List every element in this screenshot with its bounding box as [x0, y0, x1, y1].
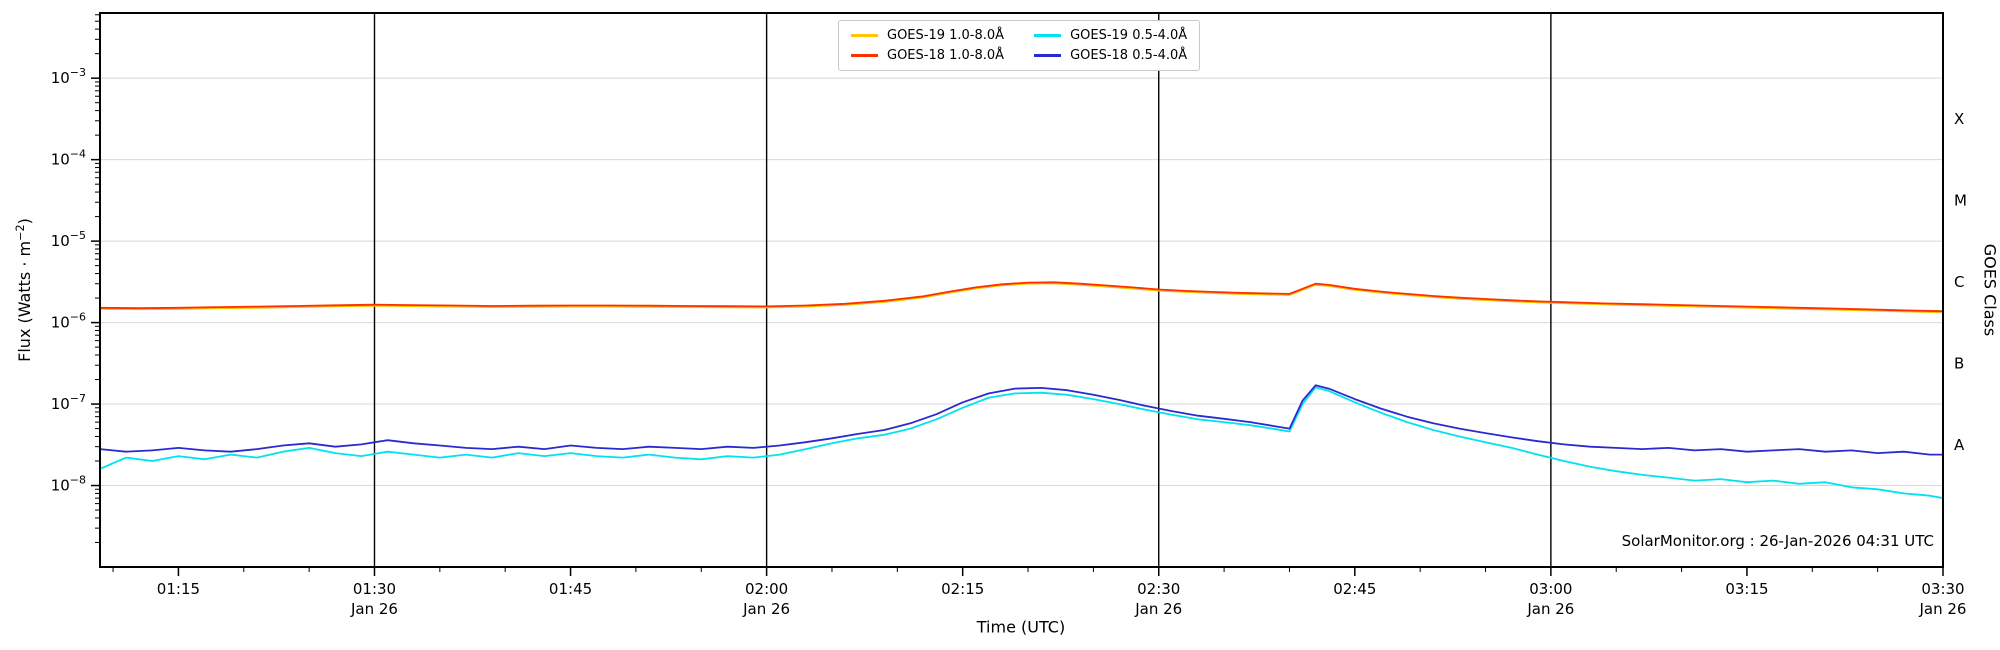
legend-swatch-goes19-long [851, 34, 878, 37]
goes-class-letter-b: B [1954, 354, 1964, 372]
legend: GOES-19 1.0-8.0Å GOES-19 0.5-4.0Å GOES-1… [838, 20, 1201, 71]
y-tick-label: 10−4 [51, 148, 86, 169]
x-tick-label: 01:15 [157, 580, 200, 598]
x-tick-sublabel: Jan 26 [1919, 600, 1967, 618]
y-tick-label: 10−8 [51, 474, 86, 495]
legend-swatch-goes19-short [1034, 34, 1062, 37]
gridlines [100, 77, 1943, 487]
legend-item-goes18-short: GOES-18 0.5-4.0Å [1034, 48, 1187, 63]
goes-class-letter-a: A [1954, 436, 1965, 454]
y-tick-label: 10−3 [51, 66, 86, 87]
y-tick-label: 10−7 [51, 392, 86, 413]
legend-label-goes18-long: GOES-18 1.0-8.0Å [887, 48, 1005, 63]
legend-label-goes19-long: GOES-19 1.0-8.0Å [887, 28, 1005, 43]
goes-class-letter-m: M [1954, 191, 1967, 209]
x-tick-label: 03:15 [1725, 580, 1768, 598]
y-axis-ticks: 10−3 10−4 10−5 10−6 10−7 10−8 [51, 14, 100, 543]
x-tick-label: 01:30 [353, 580, 396, 598]
y-tick-label: 10−6 [51, 311, 86, 332]
legend-label-goes19-short: GOES-19 0.5-4.0Å [1070, 28, 1188, 43]
plot-border [99, 12, 1944, 568]
x-tick-sublabel: Jan 26 [1526, 600, 1574, 618]
x-tick-label: 02:00 [745, 580, 788, 598]
legend-item-goes19-short: GOES-19 0.5-4.0Å [1034, 28, 1187, 43]
x-tick-sublabel: Jan 26 [1134, 600, 1182, 618]
series-lines [100, 281, 1943, 500]
goes-class-letter-c: C [1954, 273, 1964, 291]
x-tick-label: 02:15 [941, 580, 984, 598]
series-line-goes-19-0-5-4-0- [100, 386, 1943, 500]
x-tick-label: 03:00 [1529, 580, 1572, 598]
x-axis-ticks: 01:15 01:30 Jan 26 01:45 02:00 Jan 26 02:15 02:… [112, 567, 1967, 618]
series-line-goes-18-0-5-4-0- [100, 384, 1943, 456]
legend-swatch-goes18-long [851, 54, 878, 57]
goes-class-letter-x: X [1954, 110, 1964, 128]
x-tick-sublabel: Jan 26 [742, 600, 790, 618]
right-axis-label: GOES Class [1980, 243, 2000, 337]
legend-swatch-goes18-short [1034, 54, 1062, 57]
watermark-text: SolarMonitor.org : 26-Jan-2026 04:31 UTC [1621, 532, 1934, 550]
x-tick-label: 03:30 [1921, 580, 1964, 598]
x-tick-label: 02:45 [1333, 580, 1376, 598]
y-axis-label: Flux (Watts · m−2) [13, 218, 35, 362]
legend-item-goes18-long: GOES-18 1.0-8.0Å [851, 48, 1004, 63]
series-line-goes-19-1-0-8-0- [100, 282, 1943, 314]
goes-class-letters: X M C B A [1954, 110, 1967, 454]
x-tick-sublabel: Jan 26 [350, 600, 398, 618]
series-line-goes-18-1-0-8-0- [100, 281, 1943, 313]
y-tick-label: 10−5 [51, 229, 86, 250]
x-tick-label: 01:45 [549, 580, 592, 598]
x-axis-label: Time (UTC) [976, 617, 1066, 637]
legend-label-goes18-short: GOES-18 0.5-4.0Å [1070, 48, 1188, 63]
legend-item-goes19-long: GOES-19 1.0-8.0Å [851, 28, 1004, 43]
x-tick-label: 02:30 [1137, 580, 1180, 598]
